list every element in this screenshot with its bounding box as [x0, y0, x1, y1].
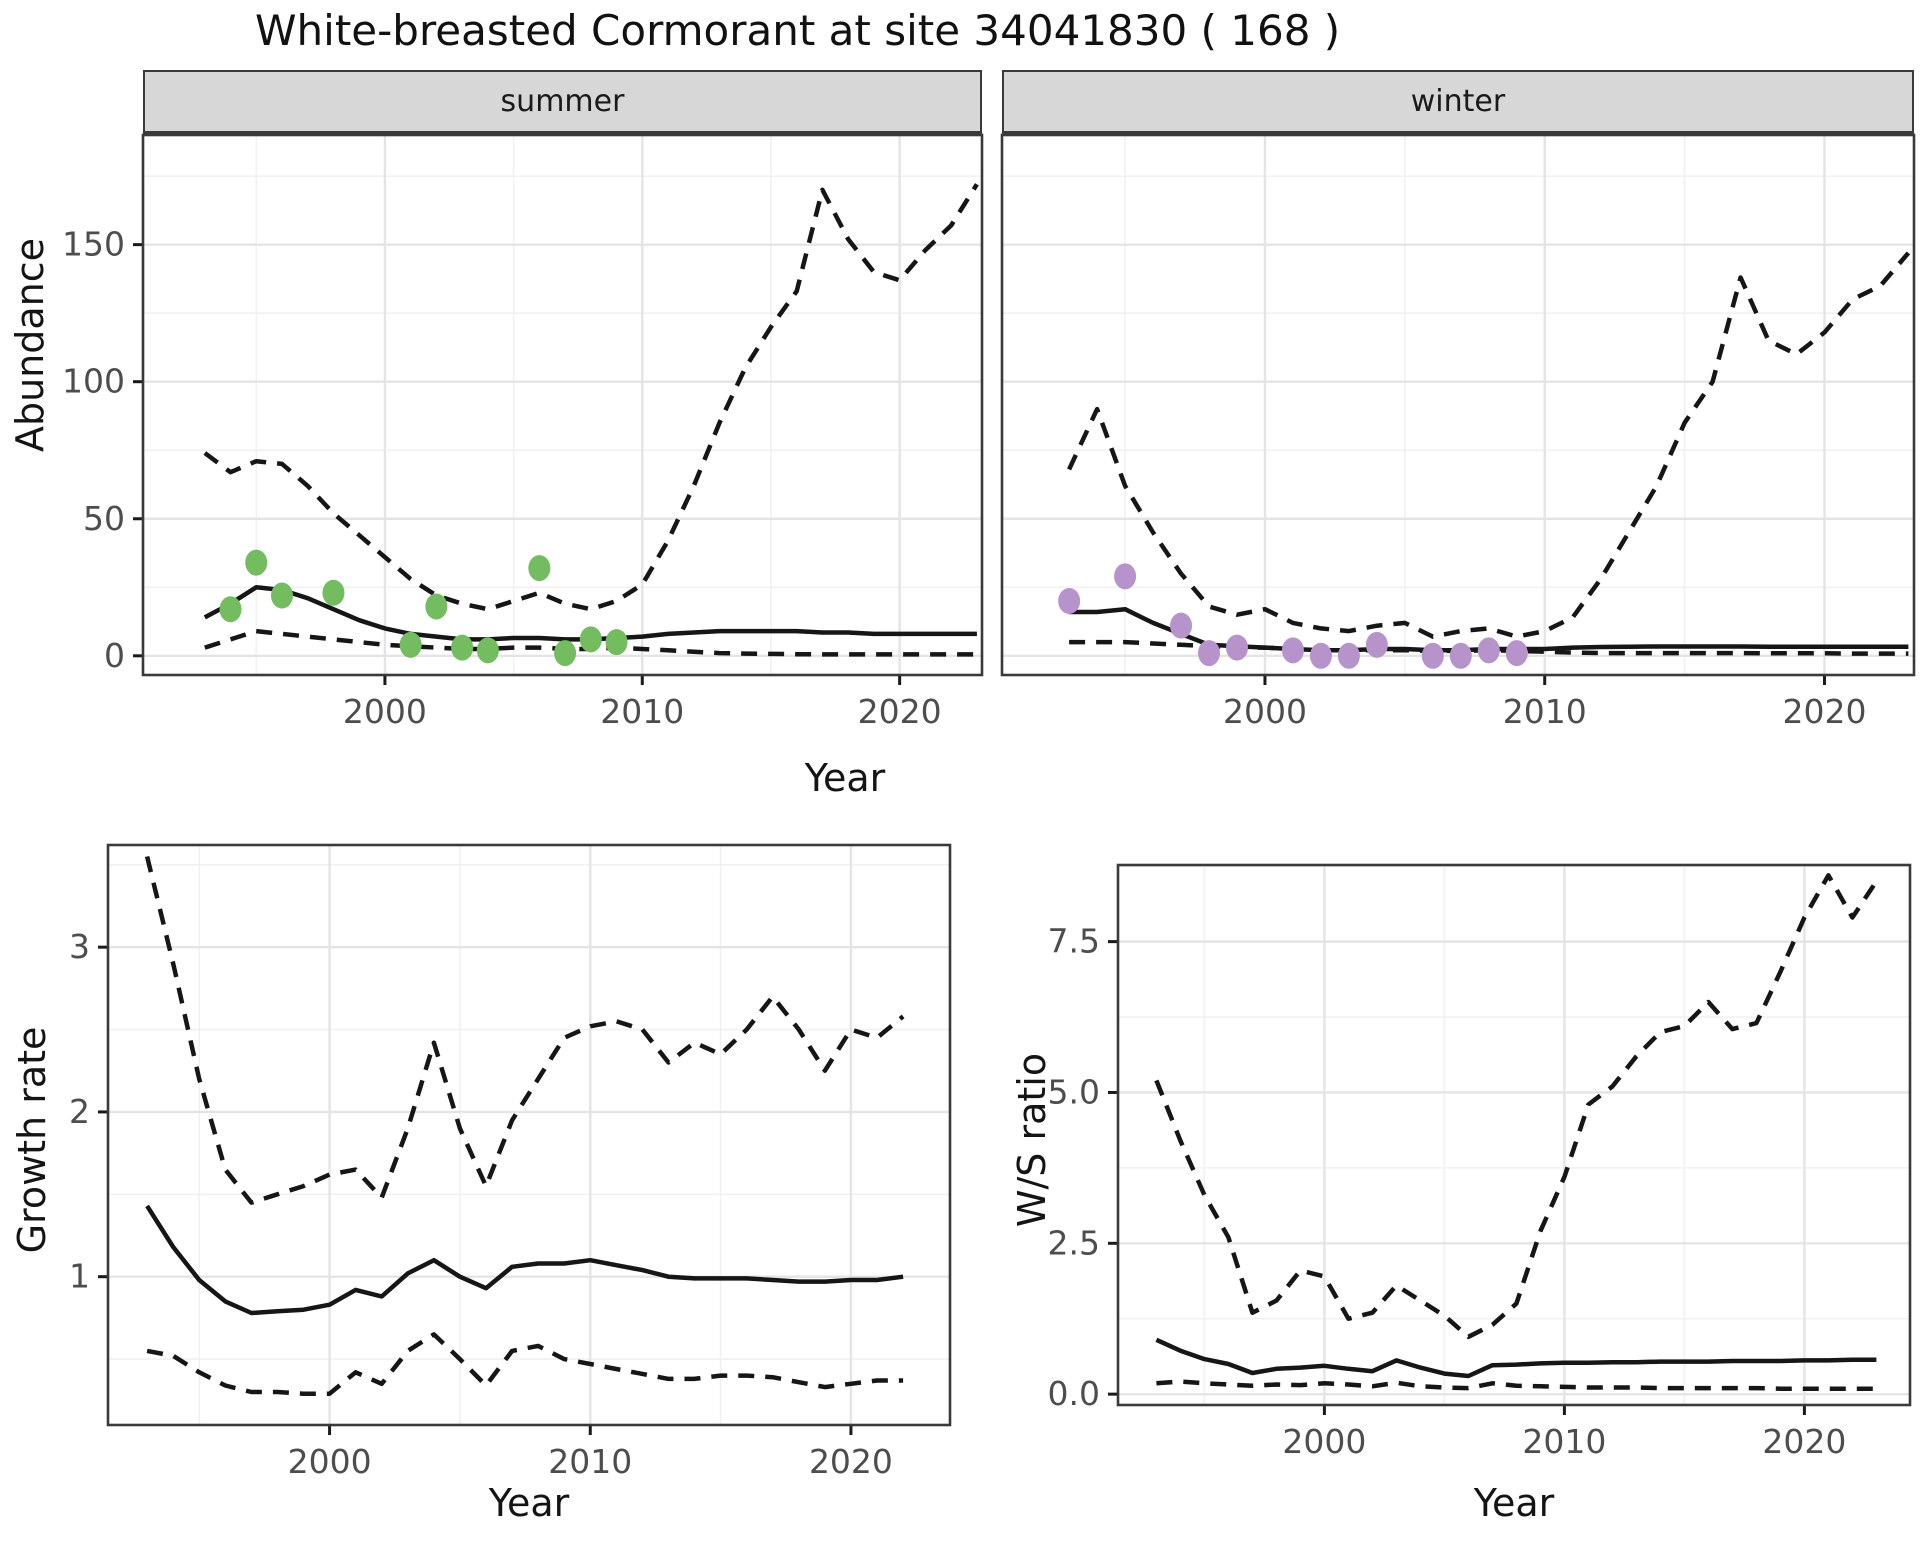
- panel-background: [1002, 135, 1914, 675]
- x-tick-label: 2010: [1522, 1422, 1606, 1461]
- x-axis-title-year-bottom-left: Year: [488, 1481, 570, 1525]
- facet-strip-summer-label: summer: [500, 84, 625, 119]
- data-point: [528, 555, 551, 582]
- data-point: [1449, 642, 1472, 669]
- x-tick-label: 2010: [548, 1442, 632, 1481]
- y-axis-title-growth-rate: Growth rate: [10, 1026, 54, 1254]
- data-point: [1198, 640, 1221, 667]
- y-tick-label: 3: [69, 927, 90, 966]
- panel-border: [141, 133, 984, 677]
- data-point: [1170, 612, 1193, 639]
- data-point: [1114, 563, 1137, 590]
- data-point: [1058, 587, 1081, 614]
- data-point: [270, 582, 293, 609]
- lower_ci-line: [146, 1332, 904, 1396]
- facet-strip-winter: winter: [1002, 70, 1914, 135]
- x-axis-title-year-bottom-right: Year: [1473, 1481, 1555, 1525]
- y-tick-label: 5.0: [1048, 1072, 1100, 1111]
- plot-title: White-breasted Cormorant at site 3404183…: [255, 6, 1341, 55]
- data-point: [1337, 642, 1360, 669]
- data-point: [579, 626, 602, 653]
- data-point: [322, 579, 345, 606]
- x-tick-label: 2020: [1762, 1422, 1846, 1461]
- data-point: [1225, 634, 1248, 661]
- data-point: [1309, 642, 1332, 669]
- x-tick-label: 2020: [1782, 692, 1866, 731]
- y-tick-label: 0.0: [1048, 1374, 1100, 1413]
- upper_ci-line: [144, 855, 905, 1205]
- panel-border: [1116, 863, 1912, 1407]
- panel-background: [143, 135, 982, 675]
- y-tick-label: 150: [62, 225, 125, 264]
- y-axis-title-abundance: Abundance: [8, 237, 52, 453]
- panel-border: [106, 843, 952, 1427]
- data-point: [1281, 637, 1304, 664]
- data-point: [1477, 637, 1500, 664]
- y-tick-label: 2: [69, 1092, 90, 1131]
- fit-line: [145, 1204, 904, 1316]
- facet-strip-winter-label: winter: [1410, 84, 1506, 119]
- upper_ci-line: [1154, 873, 1879, 1340]
- x-axis-title-year-top: Year: [804, 756, 886, 800]
- panel-background: [1118, 865, 1910, 1405]
- y-tick-label: 100: [62, 362, 125, 401]
- y-tick-label: 1: [69, 1257, 90, 1296]
- data-point: [451, 634, 474, 661]
- y-tick-label: 2.5: [1048, 1223, 1100, 1262]
- y-tick-label: 50: [83, 499, 125, 538]
- y-axis-title-ws-ratio: W/S ratio: [1010, 1052, 1054, 1228]
- x-tick-label: 2000: [288, 1442, 372, 1481]
- y-tick-label: 0: [104, 636, 125, 675]
- data-point: [245, 549, 268, 576]
- x-tick-label: 2020: [858, 692, 942, 731]
- data-point: [399, 631, 422, 658]
- data-point: [1365, 631, 1388, 658]
- lower_ci-line: [1156, 1379, 1877, 1391]
- data-point: [605, 629, 628, 656]
- x-tick-label: 2000: [1282, 1422, 1366, 1461]
- data-point: [1421, 642, 1444, 669]
- y-tick-label: 7.5: [1048, 922, 1100, 961]
- x-tick-label: 2010: [1503, 692, 1587, 731]
- x-tick-label: 2000: [343, 692, 427, 731]
- panel-background: [108, 845, 950, 1425]
- data-point: [1505, 640, 1528, 667]
- fit-line: [1155, 1337, 1877, 1379]
- x-tick-label: 2000: [1223, 692, 1307, 731]
- data-point: [476, 637, 499, 664]
- x-tick-label: 2010: [600, 692, 684, 731]
- data-point: [219, 596, 242, 623]
- x-tick-label: 2020: [809, 1442, 893, 1481]
- data-point: [554, 640, 577, 667]
- facet-strip-summer: summer: [143, 70, 982, 135]
- data-point: [425, 593, 448, 620]
- panel-border: [1000, 133, 1916, 677]
- upper_ci-line: [203, 183, 979, 612]
